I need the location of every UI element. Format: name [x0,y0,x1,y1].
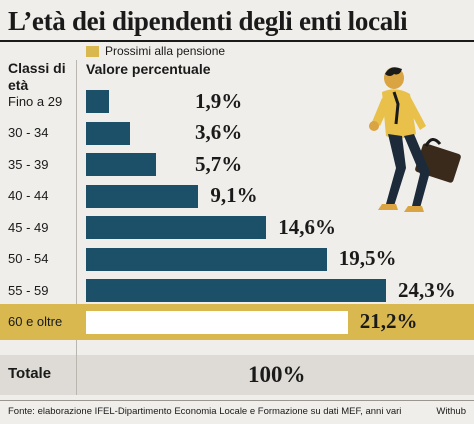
source-note: Fonte: elaborazione IFEL-Dipartimento Ec… [8,406,402,417]
bar [86,121,131,145]
value-label: 3,6% [195,120,243,144]
value-label: 19,5% [338,246,397,270]
category-label: 40 - 44 [8,188,49,203]
column-header-age-classes: Classi di età [8,60,66,93]
bar [86,247,327,271]
bar [86,153,157,176]
title-underline [0,40,474,42]
legend: Prossimi alla pensione [86,44,225,58]
category-label: 45 - 49 [8,219,49,235]
legend-label: Prossimi alla pensione [105,44,226,58]
value-label: 9,1% [210,183,258,207]
column-header-percentage: Valore percentuale [86,61,211,77]
legend-swatch [86,45,99,57]
footer-rule [0,400,474,401]
bar [86,279,386,302]
value-label: 14,6% [278,214,336,239]
total-label: Totale [8,365,52,382]
category-label: 30 - 34 [8,125,49,140]
total-value: 100% [248,362,306,387]
category-label: Fino a 29 [8,93,63,109]
value-label: 1,9% [195,88,243,113]
bar [86,90,110,113]
value-label: 5,7% [195,151,243,176]
column-separator [76,60,77,395]
category-label: 55 - 59 [8,282,49,298]
value-label: 24,3% [398,277,456,302]
bar [86,184,199,208]
total-separator [76,355,77,395]
bar [86,310,348,334]
category-label: 50 - 54 [8,251,49,266]
category-label: 35 - 39 [8,156,49,172]
chart-title: L’età dei dipendenti degli enti locali [8,6,408,36]
value-label: 21,2% [359,309,418,333]
total-row-background [0,355,474,395]
credit: Withub [436,406,466,417]
bar [86,216,267,239]
businessman-with-briefcase-icon [369,67,461,212]
category-label: 60 e oltre [8,314,63,329]
